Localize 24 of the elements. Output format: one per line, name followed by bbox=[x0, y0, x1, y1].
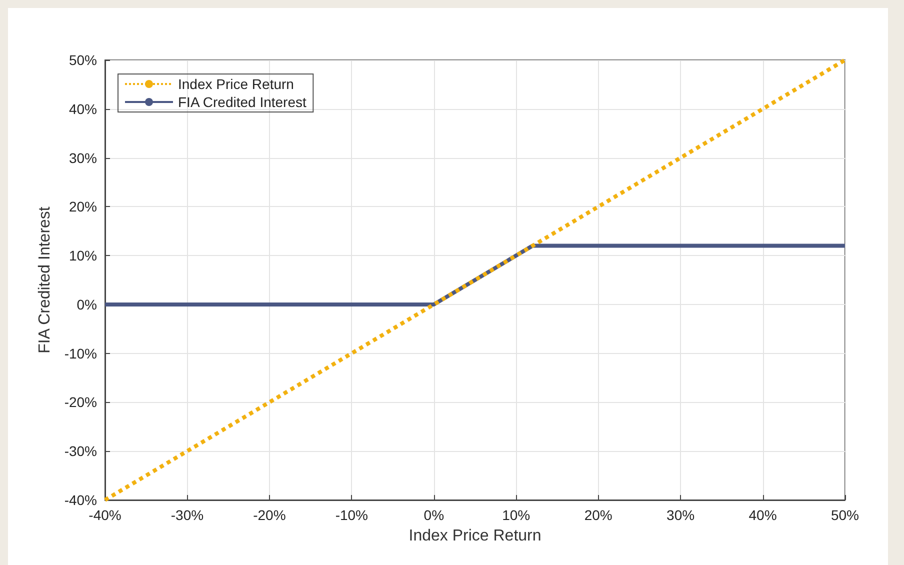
x-tick-label: -40% bbox=[88, 507, 122, 523]
y-tick-label: 50% bbox=[68, 52, 97, 68]
x-tick-label: -30% bbox=[170, 507, 204, 523]
y-tick-label: 10% bbox=[68, 248, 97, 264]
x-axis-title: Index Price Return bbox=[408, 528, 542, 544]
x-tick-label: 10% bbox=[502, 507, 530, 523]
x-tick-label: -20% bbox=[253, 507, 286, 523]
x-tick-label: 20% bbox=[584, 507, 612, 523]
x-tick-label: 0% bbox=[424, 507, 444, 523]
y-tick-label: -30% bbox=[64, 443, 97, 460]
y-tick-label: 20% bbox=[68, 198, 97, 215]
y-tick-label: 0% bbox=[76, 296, 97, 312]
y-tick-label: -20% bbox=[64, 394, 97, 410]
y-tick-label: 30% bbox=[68, 150, 97, 166]
legend-label: FIA Credited Interest bbox=[178, 94, 307, 110]
y-tick-label: 40% bbox=[68, 100, 97, 117]
x-tick-label: 50% bbox=[830, 507, 860, 523]
y-axis-title: FIA Credited Interest bbox=[36, 206, 54, 354]
x-tick-label: 30% bbox=[666, 507, 695, 523]
y-tick-label: -10% bbox=[64, 345, 97, 362]
x-tick-label: 40% bbox=[748, 507, 777, 523]
x-tick-label: -10% bbox=[335, 507, 368, 523]
legend-label: Index Price Return bbox=[178, 76, 294, 92]
y-tick-label: -40% bbox=[64, 492, 97, 508]
